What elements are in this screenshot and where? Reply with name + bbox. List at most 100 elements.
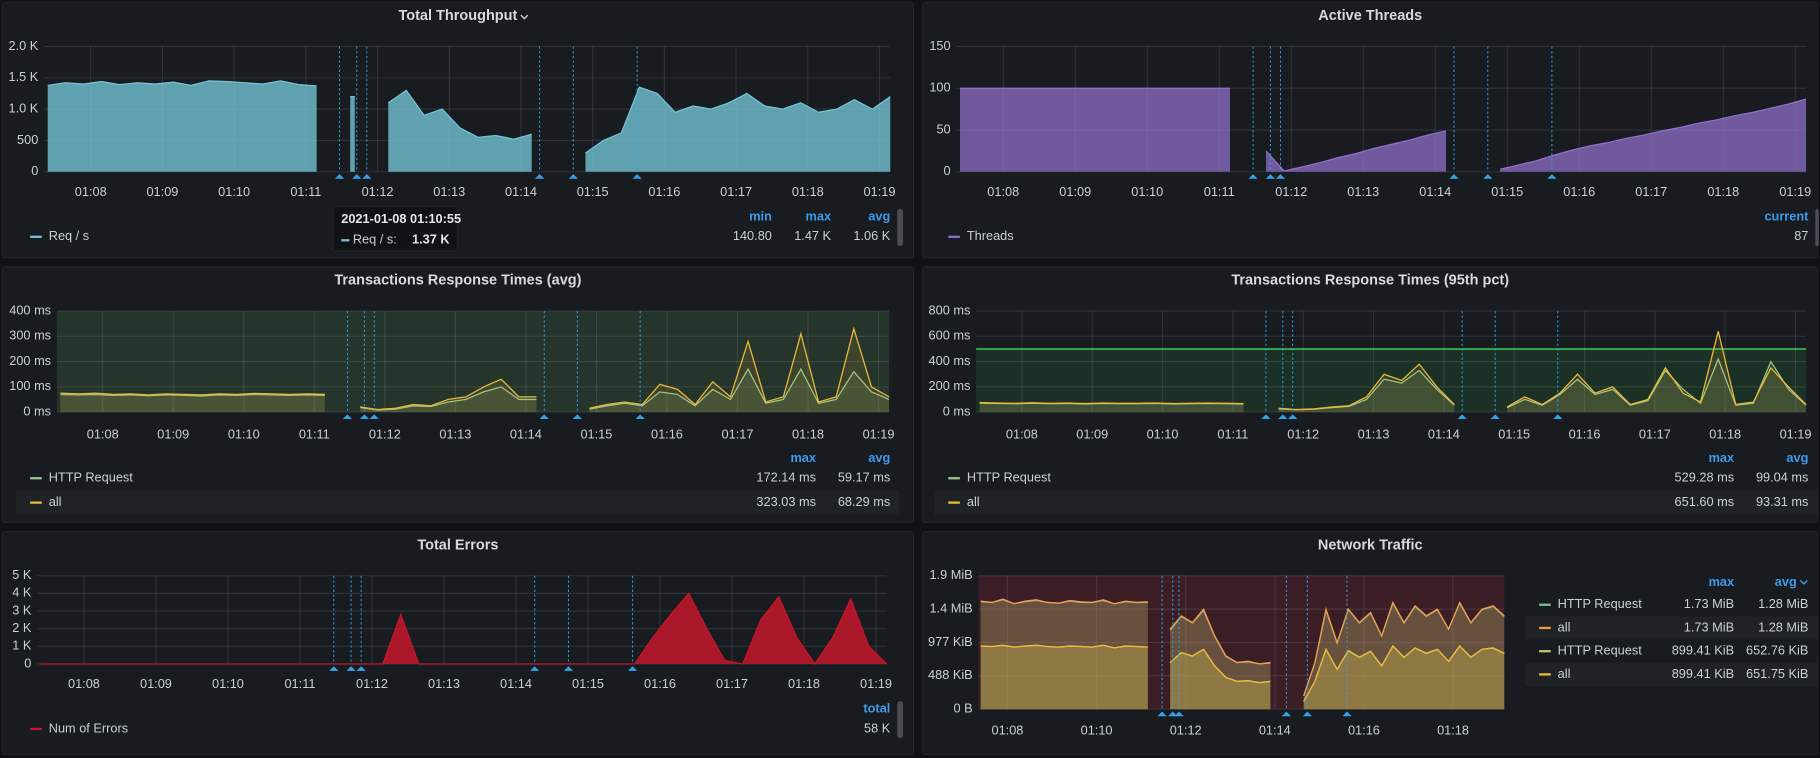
x-tick-label: 01:16 (648, 184, 680, 199)
y-tick-label: 1.9 MiB (929, 567, 972, 582)
legend-label[interactable]: all (49, 494, 62, 509)
series-line (980, 598, 1505, 697)
x-tick-label: 01:18 (792, 184, 824, 199)
x-tick-label: 01:17 (1635, 184, 1667, 199)
annotation-marker (369, 414, 379, 420)
x-tick-label: 01:15 (577, 184, 609, 199)
series-line (980, 644, 1505, 702)
y-tick-label: 0 (24, 655, 31, 670)
legend-header: avg (1775, 574, 1797, 589)
legend-value: 899.41 KiB (1672, 643, 1734, 658)
legend-value: 1.73 MiB (1684, 596, 1734, 611)
legend-label[interactable]: all (1558, 666, 1571, 681)
annotation-marker (1449, 174, 1459, 179)
title-menu-icon (520, 14, 529, 20)
x-tick-label: 01:17 (1639, 427, 1671, 442)
x-tick-label: 01:18 (1437, 723, 1469, 738)
legend-value: 93.31 ms (1756, 494, 1808, 509)
annotation-marker (1483, 174, 1493, 179)
annotation-marker (632, 174, 642, 179)
y-tick-label: 1.4 MiB (929, 600, 972, 615)
series-area (980, 645, 1505, 710)
x-tick-label: 01:19 (863, 427, 895, 442)
x-tick-label: 01:16 (1348, 723, 1380, 738)
x-tick-label: 01:17 (720, 184, 752, 199)
series-area (980, 599, 1505, 710)
legend-header: total (863, 701, 890, 716)
x-tick-label: 01:08 (68, 676, 100, 691)
y-tick-label: 400 ms (9, 302, 51, 317)
y-tick-label: 0 (31, 163, 38, 178)
sort-icon (1799, 579, 1808, 585)
x-tick-label: 01:09 (140, 676, 172, 691)
annotation-marker (1490, 414, 1500, 420)
y-tick-label: 50 (936, 121, 950, 136)
annotation-marker (346, 666, 356, 671)
series-area (47, 80, 891, 172)
legend-label[interactable]: Req / s (49, 228, 89, 243)
series-area (979, 359, 1807, 413)
annotation-marker (572, 414, 583, 420)
y-tick-label: 977 KiB (928, 634, 973, 649)
x-tick-label: 01:15 (1491, 184, 1523, 199)
legend-header: avg (868, 450, 890, 465)
legend-label[interactable]: all (1558, 619, 1571, 634)
x-tick-label: 01:09 (157, 427, 189, 442)
series-area (980, 645, 1505, 710)
legend-value: 651.75 KiB (1746, 666, 1808, 681)
x-tick-label: 01:17 (722, 427, 754, 442)
annotation-marker (1553, 414, 1563, 420)
x-tick-label: 01:12 (1287, 427, 1319, 442)
annotation-marker (1281, 711, 1292, 717)
y-tick-label: 0 ms (943, 403, 971, 418)
x-tick-label: 01:16 (1563, 184, 1595, 199)
y-tick-label: 100 ms (9, 378, 51, 393)
panel: Network Traffic 0 B 488 KiB 977 KiB 1.4 MiB 1… (922, 531, 1819, 756)
x-tick-label: 01:14 (1419, 184, 1451, 199)
annotation-marker (1248, 174, 1258, 179)
annotation-marker (1261, 414, 1271, 420)
scrollbar (1815, 208, 1819, 247)
annotation-marker (568, 174, 578, 179)
legend-value: 68.29 ms (838, 494, 890, 509)
x-tick-label: 01:13 (428, 676, 460, 691)
legend-label[interactable]: HTTP Request (1558, 596, 1643, 611)
legend-label[interactable]: all (967, 494, 980, 509)
x-tick-label: 01:13 (1358, 427, 1390, 442)
y-tick-label: 200 ms (9, 353, 51, 368)
x-tick-label: 01:12 (369, 427, 401, 442)
legend-label[interactable]: Num of Errors (49, 720, 128, 735)
legend-header: max (1709, 450, 1735, 465)
x-tick-label: 01:12 (356, 676, 388, 691)
x-tick-label: 01:10 (1147, 427, 1179, 442)
y-tick-label: 0 (944, 163, 951, 178)
series-area (60, 369, 890, 413)
x-tick-label: 01:13 (433, 184, 465, 199)
x-tick-label: 01:14 (510, 427, 542, 442)
panel-title: Transactions Response Times (95th pct) (1231, 273, 1509, 289)
x-tick-label: 01:16 (651, 427, 683, 442)
annotation-marker (329, 666, 339, 671)
tooltip-label: Req / s: (353, 232, 397, 247)
x-tick-label: 01:10 (212, 676, 244, 691)
annotation-marker (1302, 711, 1312, 717)
y-tick-label: 500 (17, 132, 38, 147)
legend-value: 87 (1794, 228, 1808, 243)
legend-header: max (1709, 574, 1735, 589)
x-tick-label: 01:15 (572, 676, 604, 691)
x-tick-label: 01:14 (505, 184, 537, 199)
y-tick-label: 488 KiB (928, 667, 973, 682)
legend-label[interactable]: HTTP Request (967, 470, 1052, 485)
series-line (40, 592, 888, 666)
x-tick-label: 01:10 (1081, 723, 1113, 738)
series-area (980, 599, 1505, 710)
y-tick-label: 400 ms (929, 353, 971, 368)
legend-label[interactable]: Threads (967, 228, 1014, 243)
legend-label[interactable]: HTTP Request (49, 470, 134, 485)
x-tick-label: 01:10 (1131, 184, 1163, 199)
panel-title: Network Traffic (1318, 537, 1423, 553)
legend-label[interactable]: HTTP Request (1558, 643, 1643, 658)
